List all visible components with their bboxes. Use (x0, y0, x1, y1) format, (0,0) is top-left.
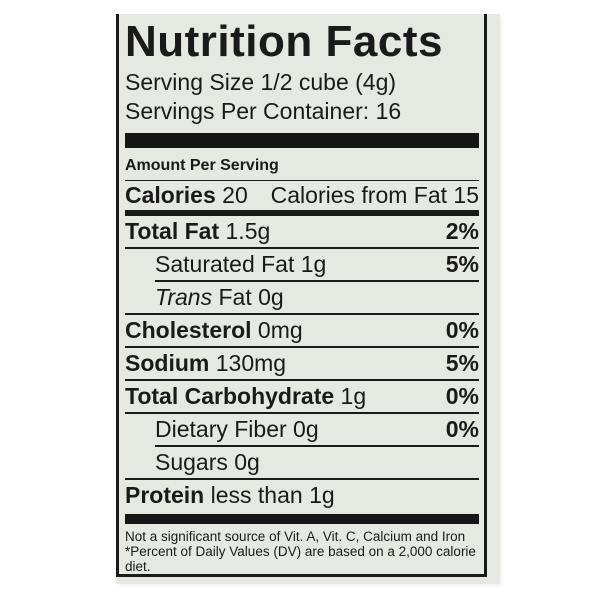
footnotes: Not a significant source of Vit. A, Vit.… (125, 529, 479, 574)
thin-rule (125, 179, 479, 182)
divider-full (125, 246, 479, 249)
calories-from-fat-label: Calories from Fat (270, 182, 448, 208)
daily-value-percent: 0% (445, 415, 479, 442)
nutrient-row-saturated-fat: Saturated Fat 1g 5% (125, 249, 479, 280)
calories-from-fat: Calories from Fat 15 (271, 182, 479, 209)
nutrient-name: Total Fat (125, 217, 220, 244)
nutrient-name-and-amount: Saturated Fat 1g (155, 250, 327, 277)
nutrient-row-total-fat: Total Fat 1.5g 2% (125, 216, 479, 247)
nutrient-row-protein: Protein less than 1g (125, 480, 479, 511)
divider-indent (155, 444, 479, 447)
nutrient-name-and-amount: Sugars 0g (155, 448, 260, 475)
serving-size-text: Serving Size 1/2 cube (4g) (125, 69, 397, 95)
nutrient-name-and-amount: Total Fat 1.5g (125, 217, 271, 244)
nutrient-rows: Total Fat 1.5g 2% Saturated Fat 1g 5% Trans … (125, 209, 479, 511)
divider-full (125, 477, 479, 480)
calories-left: Calories 20 (125, 182, 248, 209)
nutrient-name: Fat (218, 283, 252, 310)
daily-value-percent: 0% (445, 316, 479, 343)
calories-label: Calories (125, 182, 216, 208)
nutrient-name: Total Carbohydrate (125, 382, 335, 409)
nutrient-name-and-amount: Protein less than 1g (125, 481, 335, 508)
nutrient-row-sugars: Sugars 0g (125, 447, 479, 478)
nutrient-name: Cholesterol (125, 316, 252, 343)
nutrient-name-and-amount: Trans Fat 0g (155, 283, 284, 310)
divider-full (125, 411, 479, 414)
footnote-significant-source: Not a significant source of Vit. A, Vit.… (125, 529, 466, 544)
divider-full (125, 378, 479, 381)
nutrition-facts-title: Nutrition Facts (125, 17, 443, 66)
nutrient-name: Protein (125, 481, 205, 508)
thick-separator-bar-top (125, 133, 479, 148)
calories-from-fat-value: 15 (453, 182, 479, 208)
divider-full (125, 345, 479, 348)
nutrient-row-cholesterol: Cholesterol 0mg 0% (125, 315, 479, 346)
daily-value-percent: 0% (445, 382, 479, 409)
divider-thick (125, 209, 479, 216)
nutrient-name: Saturated Fat (155, 250, 295, 277)
nutrition-facts-panel: Nutrition Facts Serving Size 1/2 cube (4… (116, 14, 487, 577)
amount-per-serving-heading: Amount Per Serving (125, 156, 279, 174)
nutrient-name: Sodium (125, 349, 210, 376)
thick-separator-bar-bottom (125, 513, 479, 524)
nutrient-name-and-amount: Cholesterol 0mg (125, 316, 303, 343)
nutrient-row-total-carbohydrate: Total Carbohydrate 1g 0% (125, 381, 479, 412)
nutrient-name-and-amount: Sodium 130mg (125, 349, 287, 376)
nutrient-name: Sugars (155, 448, 228, 475)
nutrient-name-italic: Trans (155, 283, 213, 310)
nutrient-name-and-amount: Total Carbohydrate 1g (125, 382, 367, 409)
calories-value: 20 (222, 182, 248, 208)
nutrient-row-trans-fat: Trans Fat 0g (125, 282, 479, 313)
footnote-daily-values: *Percent of Daily Values (DV) are based … (125, 544, 476, 574)
nutrient-row-sodium: Sodium 130mg 5% (125, 348, 479, 379)
calories-row: Calories 20 Calories from Fat 15 (125, 181, 479, 209)
daily-value-percent: 5% (445, 250, 479, 277)
nutrition-label-paper: Nutrition Facts Serving Size 1/2 cube (4… (116, 14, 500, 584)
divider-indent (155, 279, 479, 282)
nutrient-name-and-amount: Dietary Fiber 0g (155, 415, 319, 442)
nutrient-name: Dietary Fiber (155, 415, 287, 442)
nutrient-row-dietary-fiber: Dietary Fiber 0g 0% (125, 414, 479, 445)
divider-full (125, 312, 479, 315)
daily-value-percent: 2% (445, 217, 479, 244)
daily-value-percent: 5% (445, 349, 479, 376)
servings-per-container-text: Servings Per Container: 16 (125, 98, 402, 124)
